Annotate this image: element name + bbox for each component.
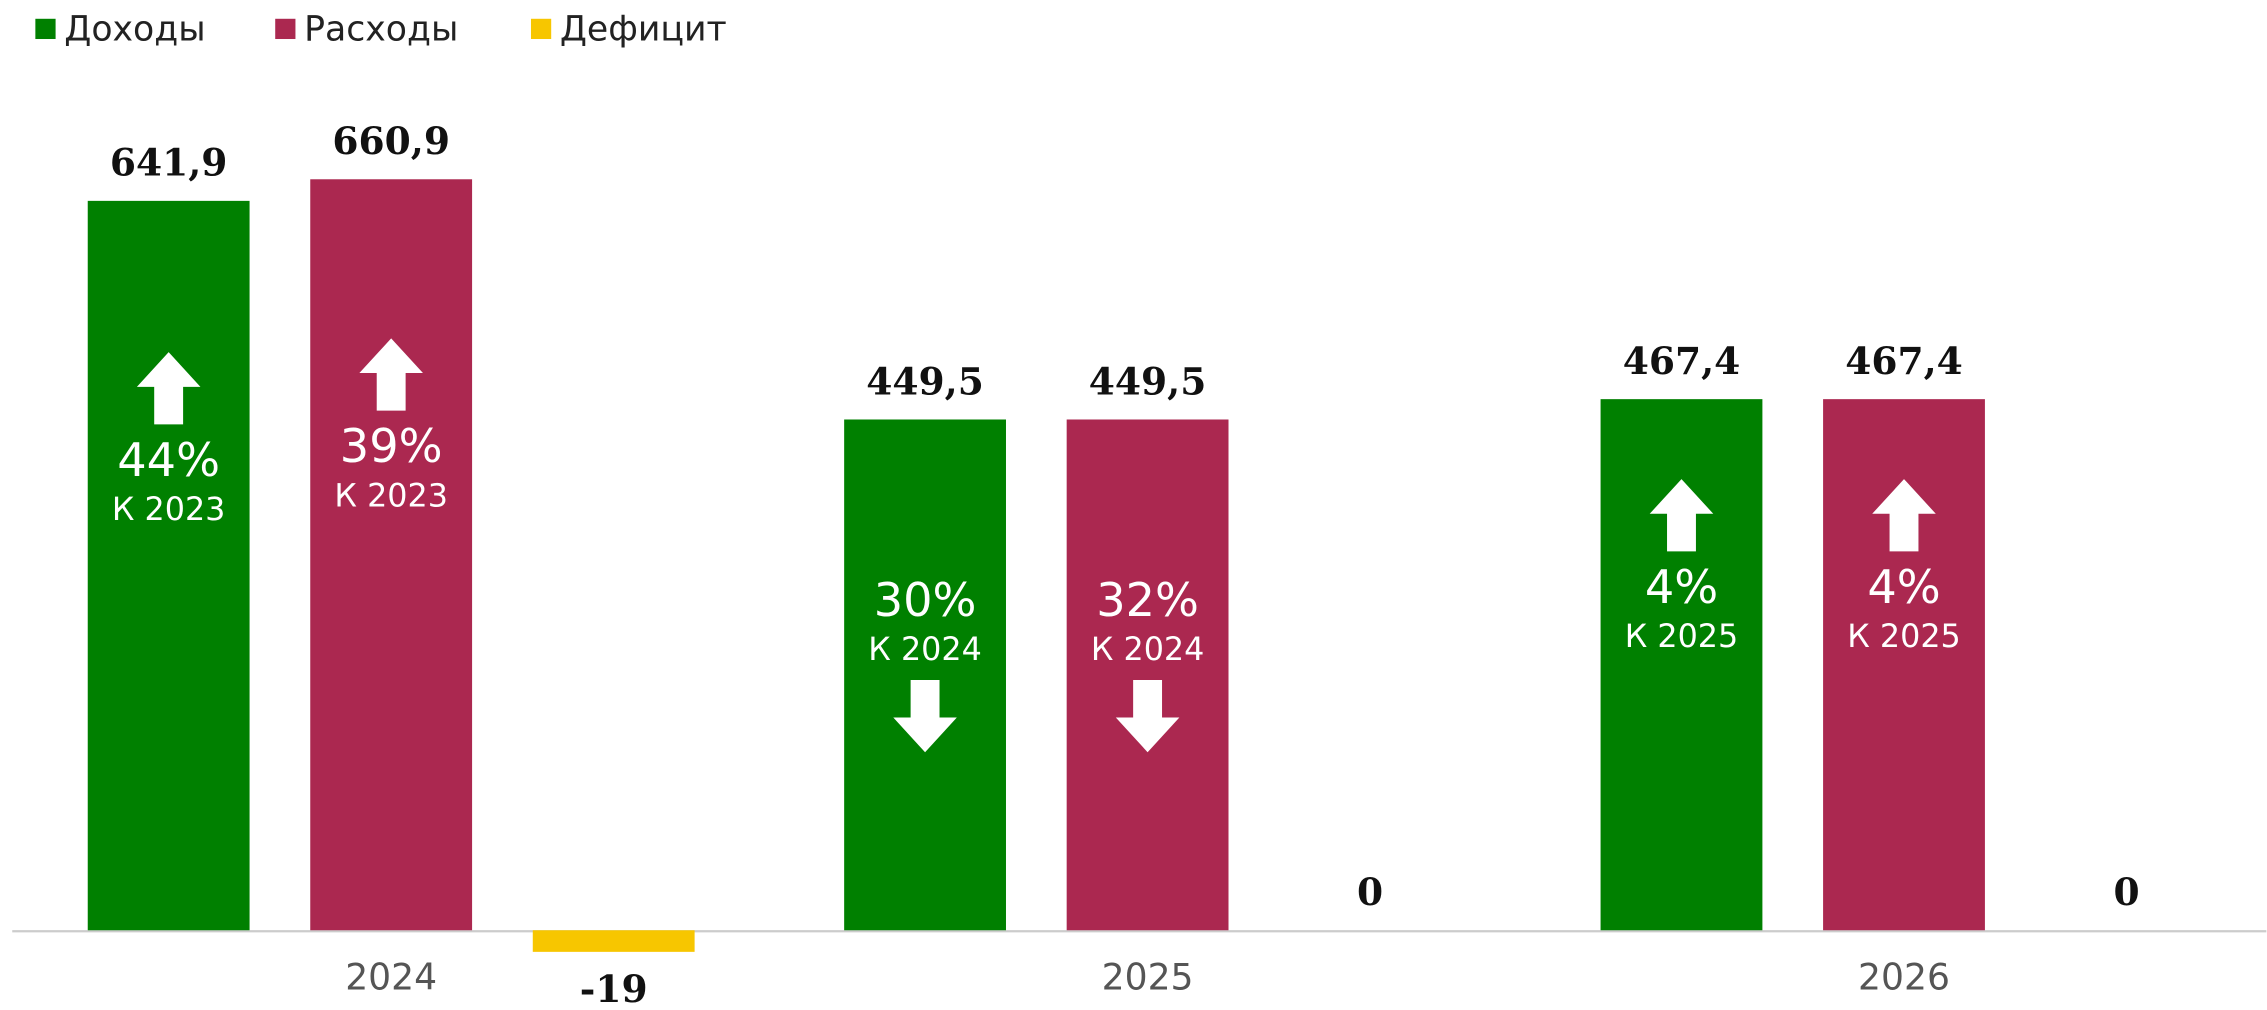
change-percent: 30% [874, 573, 977, 627]
bar [1823, 399, 1985, 931]
bar [1600, 399, 1763, 931]
value-label: -19 [580, 967, 648, 1010]
value-label: 449,5 [1089, 359, 1207, 403]
change-percent: 39% [340, 419, 443, 473]
value-label: 660,9 [332, 119, 450, 163]
change-base: К 2023 [112, 492, 225, 528]
arrow [359, 338, 423, 411]
value-label: 467,4 [1845, 339, 1963, 383]
value-label: 467,4 [1623, 339, 1741, 383]
value-label: 0 [2113, 870, 2139, 914]
change-base: К 2023 [334, 478, 448, 514]
change-base: К 2025 [1625, 619, 1739, 655]
bar [87, 200, 250, 931]
legend-swatch [275, 18, 296, 40]
value-label: 0 [1357, 870, 1383, 914]
x-tick-label: 2026 [1858, 956, 1950, 999]
change-percent: 4% [1645, 560, 1718, 614]
legend-label: Доходы [64, 9, 205, 49]
change-base: К 2024 [1091, 632, 1205, 668]
change-percent: 44% [117, 433, 220, 487]
arrow [1872, 479, 1936, 552]
legend-swatch [35, 18, 56, 40]
arrow [1649, 479, 1714, 552]
legend-label: Дефицит [560, 9, 727, 49]
change-percent: 4% [1867, 560, 1940, 614]
x-tick-label: 2024 [345, 956, 437, 999]
value-label: 449,5 [866, 359, 984, 403]
x-tick-label: 2025 [1102, 956, 1194, 999]
value-label: 641,9 [110, 141, 228, 185]
arrow [136, 352, 201, 425]
bar [844, 419, 1006, 931]
change-base: К 2025 [1847, 619, 1961, 655]
arrow [1115, 679, 1180, 753]
bar [1066, 419, 1229, 931]
change-base: К 2024 [868, 632, 981, 668]
change-percent: 32% [1096, 573, 1199, 627]
arrow [893, 679, 957, 753]
legend-swatch [530, 18, 552, 40]
legend-label: Расходы [304, 9, 458, 49]
bar [532, 930, 695, 952]
bar [310, 179, 473, 931]
